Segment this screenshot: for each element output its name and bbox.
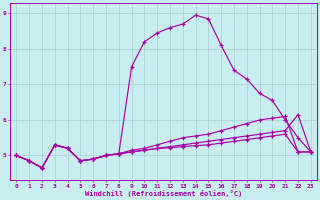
X-axis label: Windchill (Refroidissement éolien,°C): Windchill (Refroidissement éolien,°C) (85, 190, 242, 197)
